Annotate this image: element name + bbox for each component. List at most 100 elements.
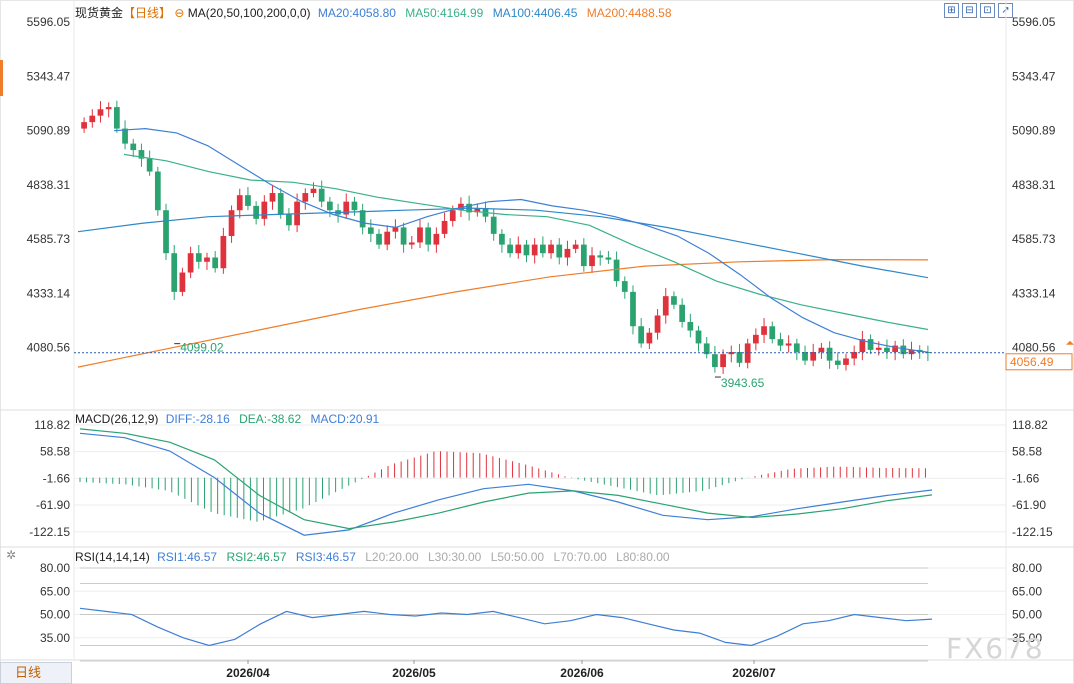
candle[interactable]	[400, 227, 407, 245]
candle[interactable]	[589, 255, 595, 267]
candle[interactable]	[376, 233, 382, 245]
candle[interactable]	[318, 188, 325, 202]
rsi-settings-icon[interactable]: ✲	[6, 548, 17, 562]
candle[interactable]	[236, 195, 243, 211]
candle[interactable]	[286, 214, 292, 226]
candle[interactable]	[343, 201, 350, 215]
candle[interactable]	[597, 255, 604, 258]
candle[interactable]	[720, 354, 726, 368]
candle[interactable]	[392, 227, 399, 232]
candle[interactable]	[507, 244, 513, 254]
candle[interactable]	[113, 107, 120, 129]
candle[interactable]	[818, 347, 825, 353]
candle[interactable]	[646, 332, 653, 344]
candle[interactable]	[449, 210, 456, 221]
candle[interactable]	[531, 244, 538, 256]
candle[interactable]	[564, 248, 571, 258]
candle[interactable]	[253, 205, 260, 219]
candle[interactable]	[654, 315, 661, 333]
candle[interactable]	[802, 352, 808, 361]
candle[interactable]	[433, 233, 440, 245]
candle[interactable]	[638, 326, 645, 344]
candle[interactable]	[261, 201, 268, 219]
candle[interactable]	[703, 343, 710, 355]
candle[interactable]	[826, 347, 833, 361]
candle[interactable]	[793, 343, 800, 353]
candle[interactable]	[834, 360, 841, 365]
candle[interactable]	[163, 210, 169, 254]
candle[interactable]	[130, 143, 137, 151]
candle[interactable]	[777, 339, 784, 346]
candle[interactable]	[179, 272, 186, 292]
candle[interactable]	[195, 253, 202, 262]
candle[interactable]	[875, 347, 882, 350]
candle[interactable]	[613, 259, 620, 282]
candle[interactable]	[359, 210, 366, 228]
candle[interactable]	[621, 281, 628, 292]
candle[interactable]	[695, 330, 702, 344]
candle[interactable]	[843, 358, 849, 365]
candle[interactable]	[122, 128, 128, 144]
candle[interactable]	[712, 354, 718, 368]
candle[interactable]	[277, 193, 284, 215]
candle[interactable]	[228, 210, 235, 237]
candle[interactable]	[572, 244, 579, 249]
period-tab[interactable]: 日线	[0, 662, 72, 684]
zoom-out-icon[interactable]: ⊟	[962, 3, 977, 18]
candle[interactable]	[908, 349, 915, 355]
candle[interactable]	[785, 343, 792, 346]
candle[interactable]	[105, 107, 112, 110]
candle[interactable]	[761, 326, 767, 335]
candle[interactable]	[900, 345, 907, 355]
candle[interactable]	[171, 253, 178, 292]
candle[interactable]	[630, 291, 636, 327]
candle[interactable]	[679, 304, 686, 322]
candle[interactable]	[204, 257, 210, 262]
candle[interactable]	[556, 244, 563, 258]
candle[interactable]	[310, 188, 317, 194]
candle[interactable]	[269, 193, 276, 202]
candle[interactable]	[580, 244, 587, 267]
candle[interactable]	[867, 339, 874, 350]
candle[interactable]	[441, 220, 448, 234]
candle[interactable]	[671, 296, 677, 305]
candle[interactable]	[425, 227, 432, 245]
candle[interactable]	[548, 244, 554, 254]
candle[interactable]	[417, 227, 423, 243]
ma-settings-icon[interactable]: ⊖	[174, 6, 185, 20]
candle[interactable]	[499, 233, 505, 245]
candle[interactable]	[138, 150, 145, 159]
candle[interactable]	[662, 296, 669, 316]
candle[interactable]	[769, 326, 776, 340]
candle[interactable]	[351, 201, 358, 211]
candle[interactable]	[605, 257, 612, 260]
candle[interactable]	[736, 352, 743, 363]
fit-view-icon[interactable]: ⊡	[980, 3, 995, 18]
candle[interactable]	[146, 158, 153, 172]
candle[interactable]	[490, 216, 497, 234]
period-label[interactable]: 【日线】	[123, 6, 172, 20]
candle[interactable]	[884, 347, 890, 353]
candle[interactable]	[539, 244, 546, 254]
candle[interactable]	[245, 195, 251, 206]
candle[interactable]	[892, 345, 899, 353]
candle[interactable]	[810, 352, 817, 361]
candle[interactable]	[474, 208, 481, 213]
candle[interactable]	[302, 193, 309, 202]
candle[interactable]	[97, 109, 104, 116]
candle[interactable]	[326, 201, 333, 211]
candle[interactable]	[367, 227, 374, 234]
candle[interactable]	[687, 321, 694, 331]
candle[interactable]	[515, 244, 522, 254]
candle[interactable]	[859, 339, 866, 353]
candle[interactable]	[187, 253, 194, 273]
candle[interactable]	[408, 242, 415, 245]
candle[interactable]	[81, 122, 87, 129]
candle[interactable]	[752, 334, 759, 344]
candle[interactable]	[523, 244, 530, 256]
candle[interactable]	[851, 352, 858, 359]
candle[interactable]	[212, 257, 219, 269]
candle[interactable]	[89, 115, 96, 123]
candle[interactable]	[154, 171, 161, 211]
